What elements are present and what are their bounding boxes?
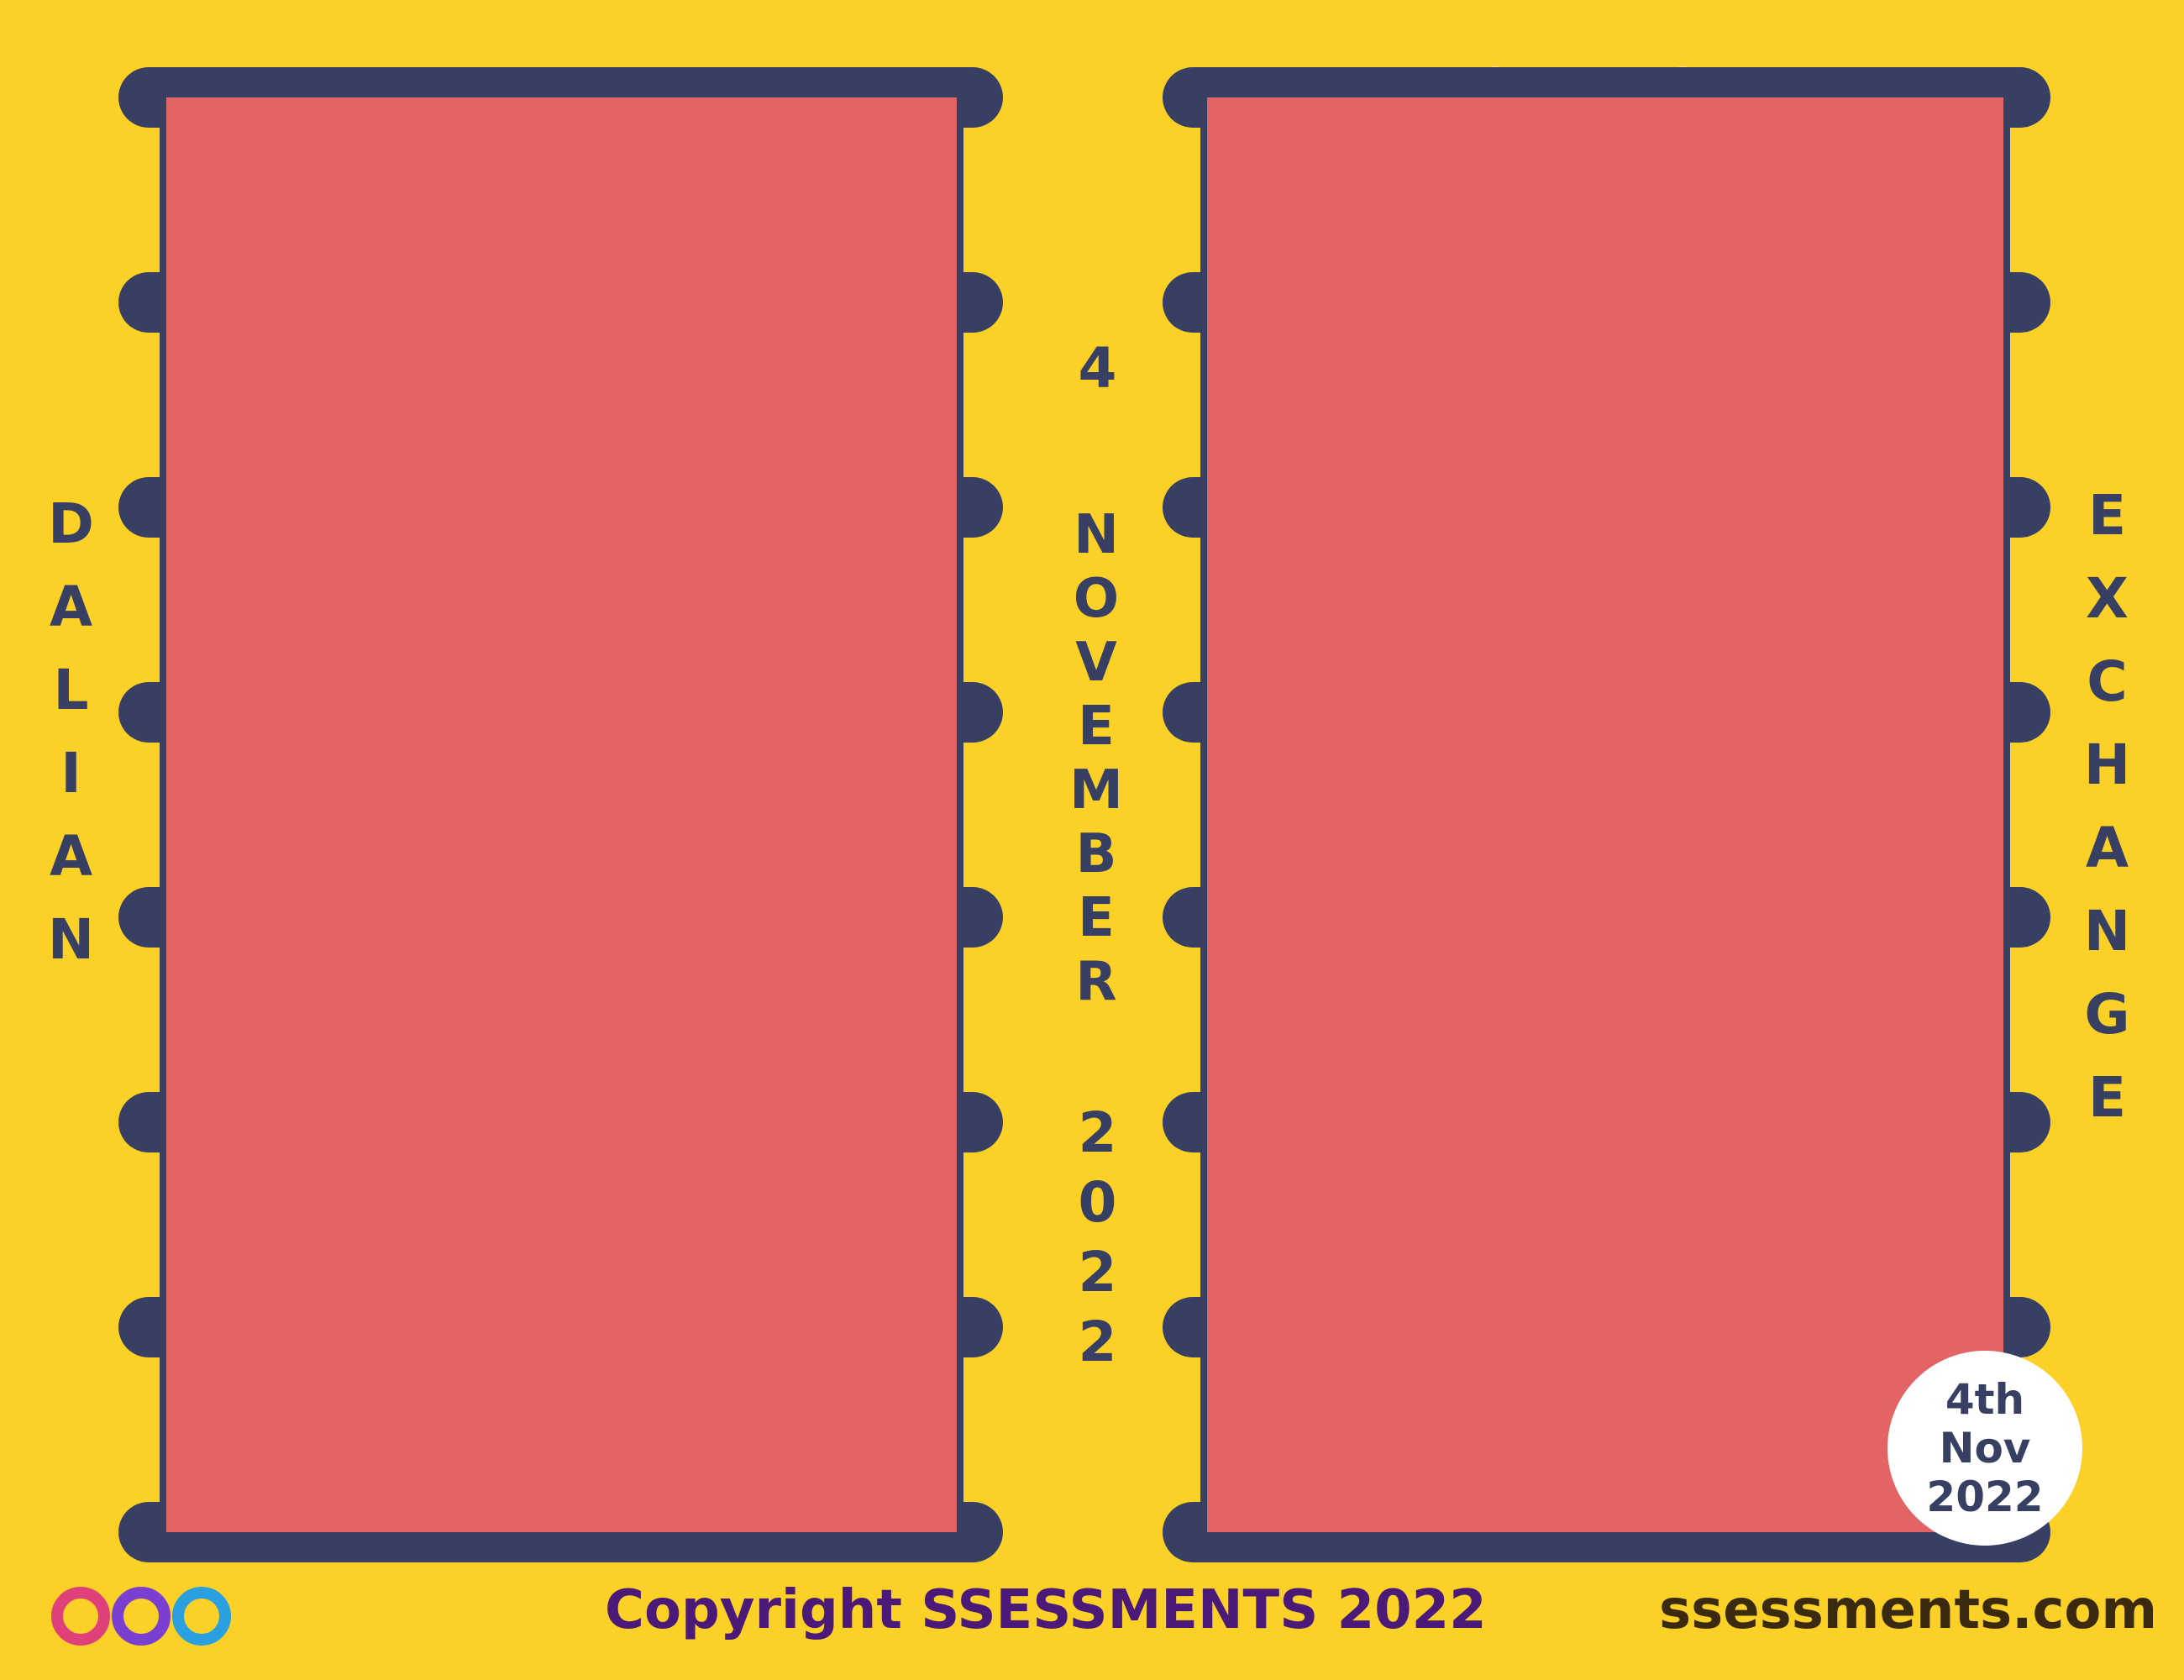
badge-line: 2022 (1926, 1473, 2044, 1521)
row-panel (160, 302, 963, 507)
row-panel (1200, 712, 2010, 917)
row-panel (160, 1122, 963, 1327)
row-panel (1200, 97, 2010, 302)
row-panel (160, 1327, 963, 1532)
date-month: NOVEMBER (1065, 504, 1127, 1015)
row-panel (160, 507, 963, 712)
date-day: 4 (1065, 336, 1130, 419)
badge-line: 4th (1945, 1375, 2025, 1424)
row-panel (1200, 302, 2010, 507)
left-title: DALIAN (39, 491, 103, 990)
copyright: Copyright SSESSMENTS 2022 (605, 1579, 1487, 1641)
row-panel (160, 712, 963, 917)
row-panel (160, 97, 963, 302)
date-year: 2022 (1065, 1100, 1130, 1379)
date-badge: 4th Nov 2022 (1887, 1351, 2082, 1546)
right-title: EXCHANGE (2075, 483, 2139, 1148)
row-panel (160, 917, 963, 1122)
row-panel (1200, 507, 2010, 712)
row-panel (1200, 1327, 2010, 1532)
logo (51, 1587, 231, 1646)
row-panel (1200, 917, 2010, 1122)
website: ssessments.com (1659, 1579, 2158, 1641)
badge-line: Nov (1939, 1424, 2031, 1473)
row-panel (1200, 1122, 2010, 1327)
